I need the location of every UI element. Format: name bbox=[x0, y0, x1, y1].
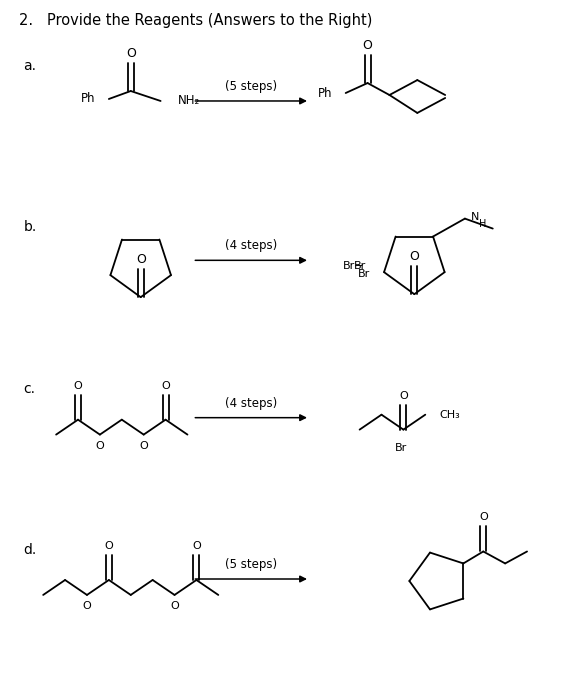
Text: O: O bbox=[83, 601, 92, 611]
Text: Br: Br bbox=[358, 269, 370, 279]
Text: (5 steps): (5 steps) bbox=[225, 558, 277, 571]
Text: O: O bbox=[126, 47, 135, 59]
Text: c.: c. bbox=[23, 382, 35, 396]
Text: O: O bbox=[362, 38, 373, 52]
Text: Ph: Ph bbox=[318, 86, 333, 99]
Text: O: O bbox=[409, 250, 419, 263]
Text: H: H bbox=[479, 219, 486, 229]
Text: O: O bbox=[105, 541, 113, 551]
Text: (4 steps): (4 steps) bbox=[225, 397, 277, 410]
Text: NH₂: NH₂ bbox=[178, 95, 200, 107]
Text: Br−: Br− bbox=[343, 261, 365, 271]
Text: 2.   Provide the Reagents (Answers to the Right): 2. Provide the Reagents (Answers to the … bbox=[19, 14, 373, 28]
Text: O: O bbox=[74, 381, 83, 391]
Text: (4 steps): (4 steps) bbox=[225, 240, 277, 252]
Text: a.: a. bbox=[23, 59, 37, 73]
Text: O: O bbox=[139, 441, 148, 450]
Text: CH₃: CH₃ bbox=[439, 410, 460, 420]
Text: O: O bbox=[136, 253, 146, 266]
Text: Ph: Ph bbox=[80, 92, 95, 105]
Text: O: O bbox=[479, 512, 488, 522]
Text: O: O bbox=[192, 541, 201, 551]
Text: Br: Br bbox=[354, 261, 366, 271]
Text: b.: b. bbox=[23, 221, 37, 234]
Text: d.: d. bbox=[23, 543, 37, 557]
Text: N: N bbox=[471, 211, 479, 221]
Text: O: O bbox=[170, 601, 179, 611]
Text: Br: Br bbox=[395, 443, 407, 452]
Text: O: O bbox=[399, 391, 408, 401]
Text: O: O bbox=[161, 381, 170, 391]
Text: O: O bbox=[96, 441, 105, 450]
Text: (5 steps): (5 steps) bbox=[225, 80, 277, 93]
